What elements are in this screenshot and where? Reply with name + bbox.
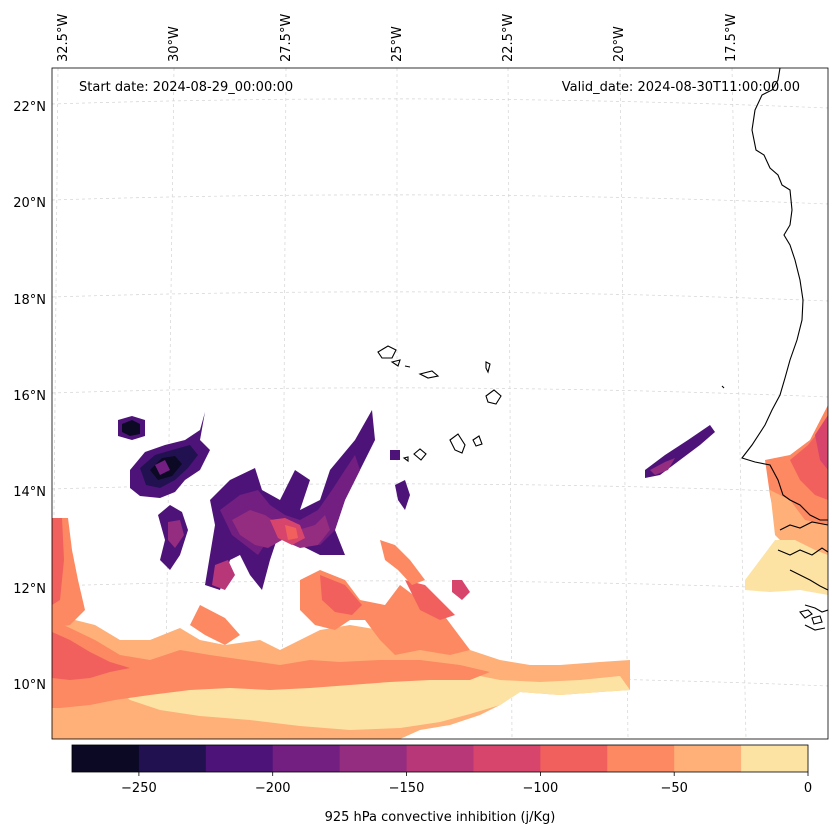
gambia-coast: [779, 521, 828, 531]
lon-label-25w: 25°W: [390, 26, 405, 62]
lat-label-20n: 20°N: [13, 196, 46, 211]
lon-label-22-5w: 22.5°W: [501, 14, 516, 62]
colorbar-swatches: [72, 745, 809, 772]
map-frame: [51, 67, 829, 740]
african-coastline: [741, 68, 828, 521]
colorbar-swatch: [607, 745, 675, 772]
colorbar-swatch: [205, 745, 274, 772]
longitude-labels: 32.5°W 30°W 27.5°W 25°W 22.5°W 20°W 17.5…: [56, 14, 739, 62]
valid-date-text: Valid_date: 2024-08-30T11:00:00.00: [562, 80, 800, 95]
colorbar-swatch: [473, 745, 541, 772]
latitude-labels: 22°N 20°N 18°N 16°N 14°N 12°N 10°N: [13, 100, 46, 693]
cin-field-central: [190, 540, 470, 655]
island-boa-vista: [485, 389, 502, 405]
lon-label-20w: 20°W: [612, 26, 627, 62]
parallel-12n: [52, 580, 828, 591]
cin-field-south-band: [52, 518, 630, 739]
coastlines: [377, 68, 828, 631]
colorbar-swatch: [741, 745, 809, 772]
colorbar-swatch: [540, 745, 608, 772]
colorbar-tick-label: −200: [255, 781, 291, 796]
cin-field-cells: [118, 410, 715, 590]
island-dakar-point: [721, 385, 725, 389]
cin-field-africa: [745, 405, 828, 595]
meridian-20w: [619, 68, 629, 739]
colorbar: −250 −200 −150 −100 −50 0 925 hPa convec…: [71, 744, 812, 825]
colorbar-tick-label: −100: [523, 781, 559, 796]
island-maio: [472, 435, 483, 447]
island-santa-luzia: [404, 365, 411, 368]
colorbar-tick-label: −250: [121, 781, 157, 796]
guinea-coast: [789, 569, 828, 631]
parallel-18n: [52, 291, 828, 302]
colorbar-swatch: [339, 745, 408, 772]
parallel-22n: [52, 98, 828, 109]
colorbar-frame: [71, 744, 809, 773]
colorbar-tick-label: 0: [804, 781, 812, 796]
lat-label-16n: 16°N: [13, 389, 46, 404]
colorbar-swatch: [406, 745, 474, 772]
island-bijagos: [799, 609, 823, 625]
colorbar-ticks: [138, 772, 809, 776]
colorbar-swatch: [272, 745, 341, 772]
lon-label-17-5w: 17.5°W: [724, 14, 739, 62]
colorbar-tick-label: −50: [660, 781, 687, 796]
lat-label-14n: 14°N: [13, 485, 46, 500]
colorbar-swatch: [674, 745, 742, 772]
lon-label-30w: 30°W: [167, 26, 182, 62]
colorbar-swatch: [138, 745, 207, 772]
meridian-22-5w: [507, 68, 513, 739]
parallel-20n: [52, 194, 828, 205]
parallel-16n: [52, 387, 828, 398]
island-santo-antao: [377, 345, 397, 359]
island-santiago: [449, 433, 466, 454]
colorbar-label: 925 hPa convective inhibition (j/Kg): [325, 810, 556, 825]
meridian-27-5w: [281, 68, 287, 739]
island-sal: [485, 361, 491, 374]
lat-label-10n: 10°N: [13, 678, 46, 693]
map-area: Start date: 2024-08-29_00:00:00 Valid_da…: [51, 67, 829, 740]
island-brava: [402, 456, 409, 463]
island-sao-nicolau: [418, 370, 440, 379]
meridian-30w: [164, 68, 175, 739]
lat-label-12n: 12°N: [13, 582, 46, 597]
colorbar-tick-label: −150: [389, 781, 425, 796]
lon-label-32-5w: 32.5°W: [56, 14, 71, 62]
meridian-17-5w: [731, 68, 747, 739]
lat-label-22n: 22°N: [13, 100, 46, 115]
start-date-text: Start date: 2024-08-29_00:00:00: [79, 80, 293, 95]
lat-label-18n: 18°N: [13, 293, 46, 308]
lon-label-27-5w: 27.5°W: [279, 14, 294, 62]
island-fogo: [413, 448, 427, 461]
guinea-bissau-coast: [777, 547, 828, 556]
colorbar-swatch: [72, 745, 140, 772]
island-sao-vicente: [390, 359, 401, 367]
